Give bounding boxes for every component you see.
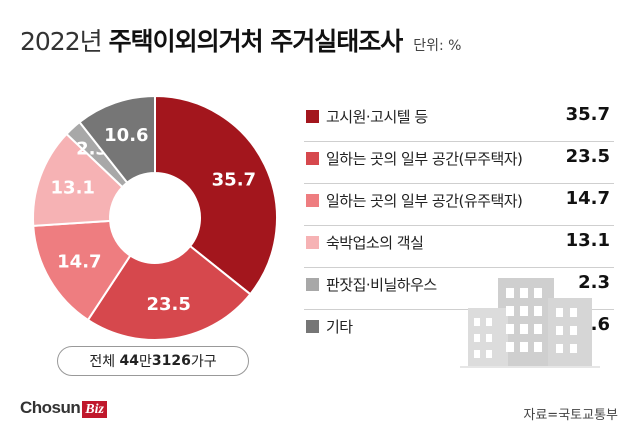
total-prefix: 전체: [89, 354, 116, 370]
chosunbiz-logo: Chosun Biz: [20, 398, 107, 418]
chart-legend: 고시원·고시텔 등 35.7 일하는 곳의 일부 공간(무주택자) 23.5 일하는 곳…: [304, 100, 614, 351]
donut-slice: [86, 244, 252, 341]
legend-swatch: [306, 236, 319, 249]
donut-slice: [154, 94, 278, 296]
buildings-illustration-icon: [460, 278, 600, 368]
legend-label: 일하는 곳의 일부 공간(유주택자): [326, 192, 523, 210]
slice-value-label: 35.7: [212, 170, 256, 191]
chart-title: 2022년 주택이외의거처 주거실태조사 단위: %: [20, 22, 461, 58]
legend-swatch: [306, 278, 319, 291]
legend-swatch: [306, 194, 319, 207]
title-main: 주택이외의거처 주거실태조사: [108, 27, 404, 56]
legend-value: 2.3: [578, 272, 610, 293]
slice-value-label: 13.1: [51, 178, 95, 199]
total-number-b: 3126: [151, 353, 191, 369]
legend-item: 일하는 곳의 일부 공간(무주택자) 23.5: [304, 142, 614, 184]
total-unit-b: 가구: [190, 354, 217, 370]
slice-value-label: 14.7: [57, 251, 101, 272]
legend-value: 23.5: [565, 146, 610, 167]
total-unit-a: 만: [139, 354, 152, 370]
legend-item: 일하는 곳의 일부 공간(유주택자) 14.7: [304, 184, 614, 226]
donut-slice: [78, 94, 156, 185]
legend-item: 숙박업소의 객실 13.1: [304, 226, 614, 268]
legend-item: 고시원·고시텔 등 35.7: [304, 100, 614, 142]
donut-slice: [32, 219, 132, 322]
slice-value-label: 10.6: [104, 125, 148, 146]
legend-label: 판잣집·비닐하우스: [326, 276, 437, 294]
legend-value: 13.1: [565, 230, 610, 251]
legend-label: 숙박업소의 객실: [326, 234, 424, 252]
logo-text-chosun: Chosun: [20, 398, 81, 417]
source-note: 자료=국토교통부: [523, 408, 618, 423]
title-unit: 단위: %: [413, 38, 462, 54]
slice-value-label: 23.5: [146, 294, 190, 315]
legend-label: 일하는 곳의 일부 공간(무주택자): [326, 150, 523, 168]
total-households-badge: 전체 44 만 3126 가구: [57, 346, 249, 376]
donut-chart: 35.723.514.713.12.310.6: [32, 94, 278, 341]
legend-item: 판잣집·비닐하우스 2.3: [304, 268, 614, 310]
legend-value: 35.7: [565, 104, 610, 125]
legend-swatch: [306, 320, 319, 333]
legend-label: 기타: [326, 318, 353, 336]
total-number-a: 44: [119, 353, 140, 369]
legend-value: 14.7: [565, 188, 610, 209]
logo-text-biz: Biz: [82, 401, 107, 418]
legend-swatch: [306, 152, 319, 165]
legend-label: 고시원·고시텔 등: [326, 108, 428, 126]
legend-swatch: [306, 110, 319, 123]
title-year: 2022년: [20, 27, 103, 56]
